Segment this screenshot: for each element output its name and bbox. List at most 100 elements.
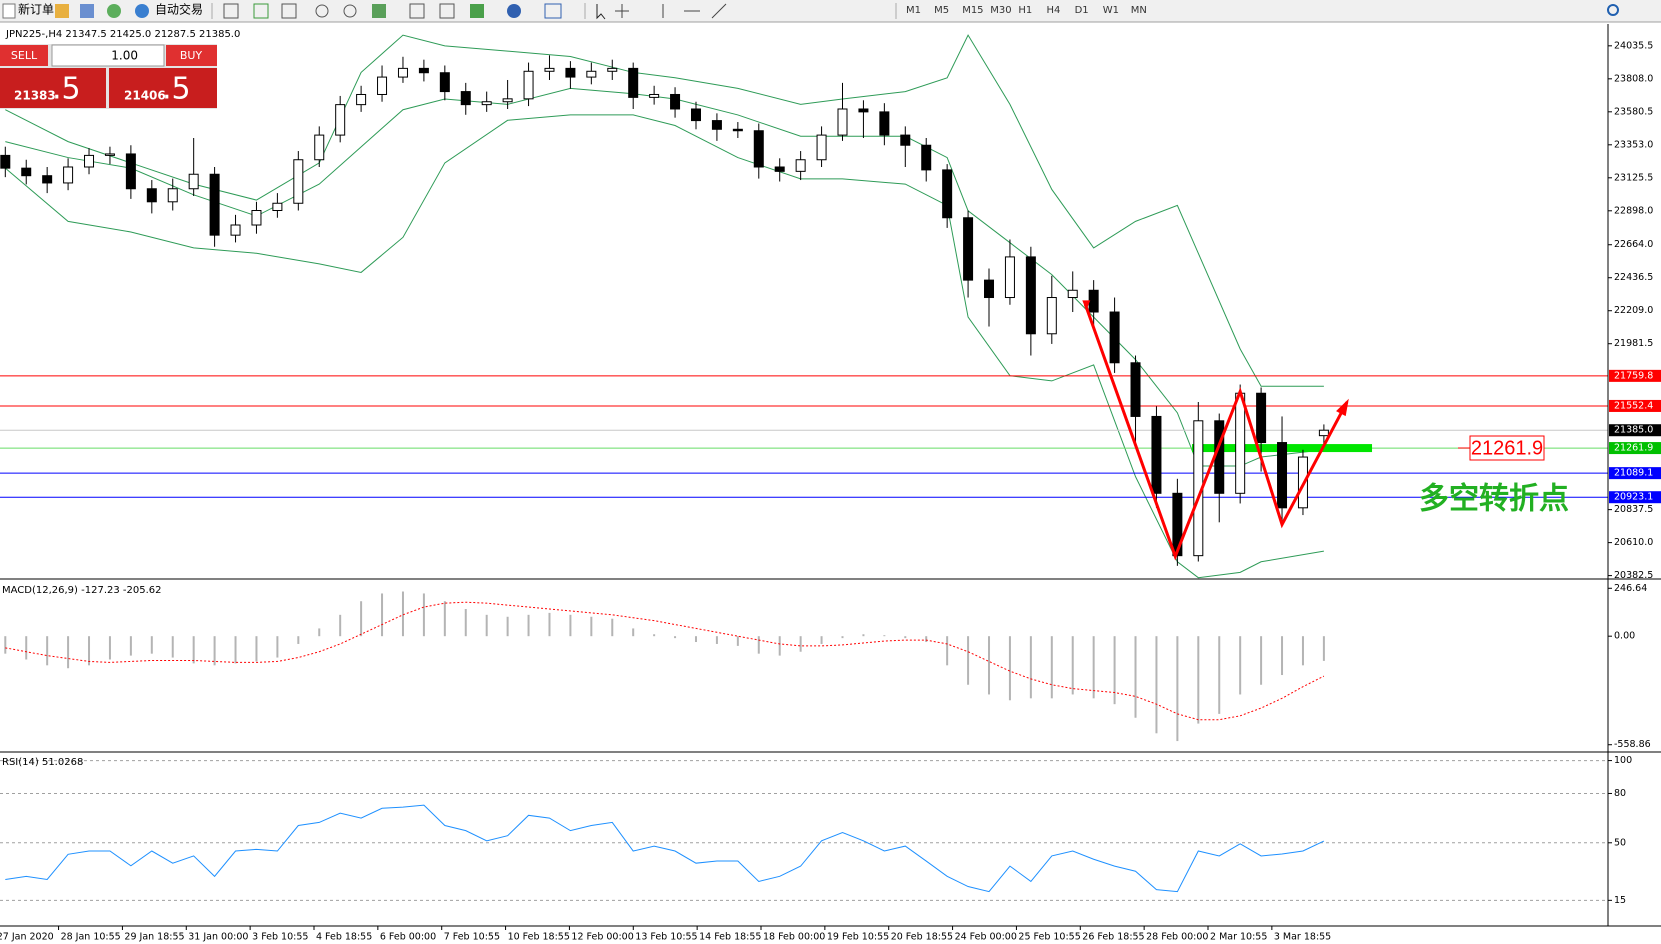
macd-bar	[1176, 636, 1179, 742]
cursor-icon[interactable]	[596, 4, 606, 20]
macd-bar	[381, 593, 384, 637]
timeframe-button[interactable]: M5	[934, 5, 949, 16]
candle-body	[167, 188, 178, 203]
macd-bar	[883, 635, 886, 637]
indicators-icon[interactable]	[470, 4, 484, 18]
zigzag-arrow	[1083, 303, 1349, 561]
macd-bar	[422, 593, 425, 637]
tile-icon[interactable]	[372, 4, 386, 18]
sell-button[interactable]	[0, 45, 48, 66]
x-tick-label: 14 Feb 18:55	[699, 932, 761, 943]
candle-body	[104, 153, 115, 156]
macd-bar	[46, 636, 49, 666]
shift-icon[interactable]	[439, 3, 455, 19]
y-tick-label: 22664.0	[1614, 239, 1653, 250]
auto-trading-button[interactable]: 自动交易	[155, 2, 203, 17]
candle-body	[0, 154, 11, 169]
macd-bar	[1071, 636, 1074, 695]
candle-body	[1172, 492, 1183, 557]
toolbar-icon[interactable]	[80, 4, 94, 18]
macd-bar	[569, 614, 572, 637]
candle-body	[523, 70, 534, 100]
price-label-box	[1469, 435, 1545, 461]
x-tick-label: 27 Jan 2020	[0, 932, 54, 943]
macd-bar	[1281, 636, 1284, 676]
auto-trading-icon[interactable]	[135, 4, 149, 18]
y-tick-label: 50	[1614, 837, 1626, 848]
candle-body	[1109, 311, 1120, 364]
y-tick-label: 22898.0	[1614, 205, 1653, 216]
periods-icon[interactable]	[507, 4, 521, 18]
timeframe-button[interactable]: MN	[1131, 5, 1147, 16]
macd-bar	[946, 636, 949, 666]
timeframe-button[interactable]: H4	[1047, 5, 1061, 16]
zoom-out-icon[interactable]	[343, 4, 357, 18]
candle-body	[963, 217, 974, 281]
bid-pips: .5	[52, 72, 81, 107]
toolbar-icon[interactable]	[55, 4, 69, 18]
candle-body	[1130, 362, 1141, 417]
crosshair-icon[interactable]	[615, 4, 629, 18]
lot-input[interactable]	[51, 44, 165, 67]
price-level-label: 21759.8	[1614, 370, 1653, 381]
timeframe-button[interactable]: M1	[906, 5, 921, 16]
templates-icon[interactable]	[544, 3, 562, 19]
y-tick-label: 22209.0	[1614, 305, 1653, 316]
buy-price-box[interactable]	[109, 68, 217, 108]
timeframe-button[interactable]: M15	[962, 5, 983, 16]
trendline-icon[interactable]	[711, 3, 727, 19]
x-tick-label: 6 Feb 00:00	[380, 932, 436, 943]
price-level-label-bg	[1609, 399, 1661, 412]
bar-chart-icon[interactable]	[223, 3, 239, 19]
y-tick-label: 20837.5	[1614, 504, 1653, 515]
new-order-button[interactable]: 新订单	[18, 2, 54, 17]
bollinger-middle	[5, 87, 1324, 467]
y-tick-label: 20382.5	[1614, 570, 1653, 581]
macd-bar	[862, 634, 865, 637]
zoom-in-icon[interactable]	[315, 4, 329, 18]
macd-bar	[129, 636, 132, 656]
x-tick-label: 28 Jan 10:55	[61, 932, 121, 943]
candle-body	[1151, 415, 1162, 494]
candle-body	[690, 108, 701, 122]
candle-body	[1046, 297, 1057, 335]
macd-bar	[988, 636, 991, 695]
toolbar-icon[interactable]	[107, 4, 121, 18]
candle-body	[1277, 442, 1288, 509]
macd-bar	[318, 628, 321, 637]
candle-body	[397, 67, 408, 78]
timeframe-button[interactable]: W1	[1103, 5, 1119, 16]
macd-bar	[1322, 636, 1325, 661]
timeframe-button[interactable]: D1	[1075, 5, 1089, 16]
macd-bar	[1260, 636, 1263, 685]
ask-pips: .5	[162, 72, 191, 107]
timeframe-button[interactable]: M30	[990, 5, 1011, 16]
x-tick-label: 3 Feb 10:55	[252, 932, 308, 943]
candle-body	[565, 67, 576, 78]
indicator-title: RSI(14) 51.0268	[2, 757, 83, 768]
macd-bar	[276, 636, 279, 658]
candle-body	[649, 93, 660, 98]
sell-price-box[interactable]	[0, 68, 106, 108]
macd-bar	[1050, 636, 1053, 699]
buy-button[interactable]	[166, 45, 217, 66]
timeframe-button[interactable]: H1	[1018, 5, 1032, 16]
candle-chart-icon[interactable]	[253, 3, 269, 19]
new-order-icon[interactable]	[2, 3, 16, 19]
macd-bar	[88, 636, 91, 666]
bid-price: 21383	[14, 89, 56, 103]
macd-bar	[234, 636, 237, 664]
candle-body	[460, 91, 471, 106]
search-icon[interactable]	[1607, 4, 1619, 16]
autoscroll-icon[interactable]	[409, 3, 425, 19]
price-level-label: 21552.4	[1614, 400, 1653, 411]
candle-body	[188, 173, 199, 190]
line-chart-icon[interactable]	[281, 3, 297, 19]
x-tick-label: 4 Feb 18:55	[316, 932, 372, 943]
macd-bar	[736, 636, 739, 646]
x-tick-label: 20 Feb 18:55	[891, 932, 953, 943]
macd-bar	[108, 636, 111, 660]
macd-bar	[1239, 636, 1242, 695]
candle-body	[230, 224, 241, 236]
macd-bar	[401, 591, 404, 637]
